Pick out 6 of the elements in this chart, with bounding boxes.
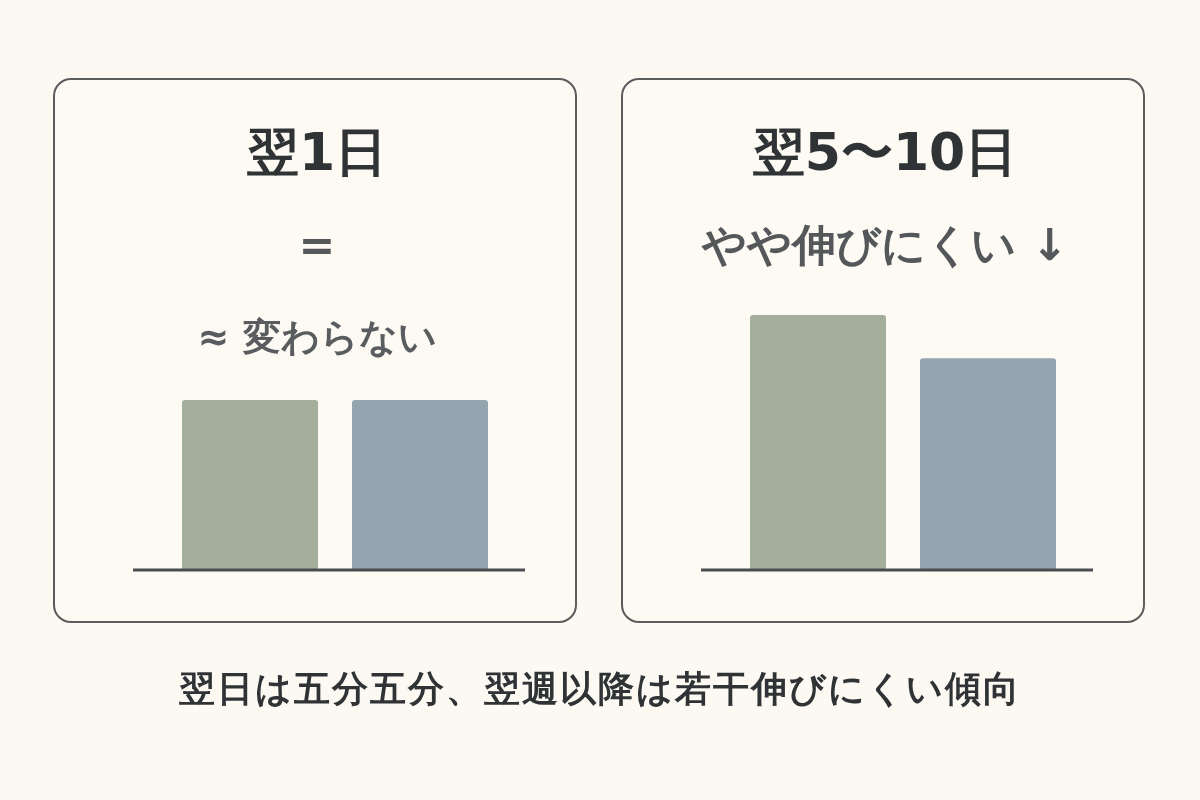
text: ≈ 変わらない (197, 315, 437, 359)
chart-subtitle: やや伸びにくい ↓ (700, 219, 1069, 270)
chart-title: 翌1日 (246, 122, 388, 182)
chart-title: 翌5〜10日 (752, 122, 1018, 182)
text: 翌日は五分五分、翌週以降は若干伸びにくい傾向 (178, 667, 1022, 711)
chart-subtitle: = (298, 219, 336, 270)
